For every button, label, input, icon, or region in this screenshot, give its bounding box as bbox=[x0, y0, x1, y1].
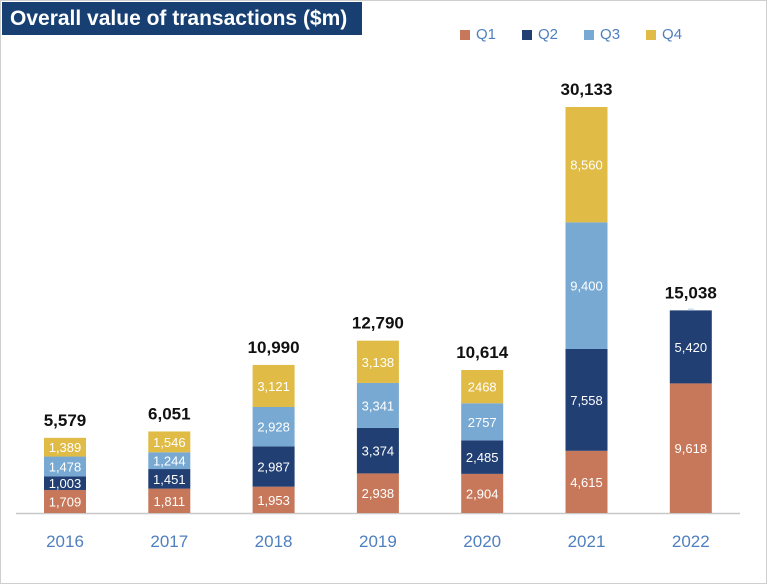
bar-segment-q1-2022 bbox=[669, 383, 712, 513]
data-label: 2,938 bbox=[362, 486, 395, 501]
data-label: 2757 bbox=[468, 415, 497, 430]
x-tick-label-2022: 2022 bbox=[672, 532, 710, 551]
legend-swatch-q2 bbox=[522, 29, 533, 40]
total-label-2020: 10,614 bbox=[456, 343, 509, 362]
data-label: 4,615 bbox=[570, 475, 603, 490]
data-label: 9,618 bbox=[675, 441, 708, 456]
data-label: 2468 bbox=[468, 380, 497, 395]
bar-segment-q3-2017 bbox=[148, 452, 191, 470]
bar-segment-q4-2021 bbox=[565, 107, 608, 223]
data-label: 1,811 bbox=[154, 494, 186, 509]
bar-segment-q1-2021 bbox=[565, 450, 608, 513]
bar-segment-q3-2018 bbox=[252, 406, 295, 447]
bar-segment-q4-2018 bbox=[252, 364, 295, 407]
bar-segment-q2-2017 bbox=[148, 469, 191, 489]
legend-item-q1: Q1 bbox=[460, 26, 496, 43]
data-label: 1,709 bbox=[49, 494, 82, 509]
data-label: 1,003 bbox=[49, 476, 82, 491]
total-label-2019: 12,790 bbox=[352, 314, 404, 333]
bar-segment-q3-2021 bbox=[565, 222, 608, 349]
legend-swatch-q4 bbox=[646, 29, 657, 40]
bar-segment-q1-2019 bbox=[356, 473, 399, 513]
bar-segment-q2-2021 bbox=[565, 348, 608, 451]
bar-segment-q3-2020 bbox=[461, 403, 504, 441]
bar-segment-q1-2020 bbox=[461, 473, 504, 513]
data-label: 1,389 bbox=[49, 440, 82, 455]
bar-segment-q2-2022 bbox=[669, 310, 712, 384]
bar-segment-q3-2016 bbox=[44, 456, 86, 477]
data-label: 5,420 bbox=[675, 340, 708, 355]
legend-label: Q1 bbox=[476, 26, 497, 43]
data-label: 2,485 bbox=[466, 450, 499, 465]
data-label: 2,987 bbox=[257, 460, 290, 475]
legend-item-q3: Q3 bbox=[584, 26, 620, 43]
bar-segment-q1-2016 bbox=[44, 489, 86, 513]
legend-swatch-q1 bbox=[460, 29, 470, 40]
legend-label: Q2 bbox=[538, 26, 559, 43]
x-tick-label-2018: 2018 bbox=[255, 532, 293, 551]
legend-label: Q4 bbox=[662, 26, 683, 43]
chart-legend: Q1 Q2 Q3 Q4 bbox=[460, 26, 708, 43]
bar-cap-2022 bbox=[687, 308, 694, 311]
x-tick-label-2021: 2021 bbox=[568, 532, 606, 551]
total-label-2017: 6,051 bbox=[148, 404, 191, 423]
bar-segment-q2-2019 bbox=[356, 427, 399, 474]
data-label: 3,374 bbox=[362, 444, 395, 459]
x-tick-label-2019: 2019 bbox=[359, 532, 397, 551]
data-label: 3,138 bbox=[362, 355, 395, 370]
bar-segment-q1-2018 bbox=[252, 486, 295, 513]
data-label: 1,451 bbox=[153, 472, 186, 487]
data-label: 3,121 bbox=[257, 379, 290, 394]
legend-item-q4: Q4 bbox=[646, 26, 682, 43]
total-label-2018: 10,990 bbox=[248, 338, 300, 357]
data-label: 2,904 bbox=[466, 486, 499, 501]
data-label: 7,558 bbox=[570, 393, 603, 408]
bar-segment-q4-2020 bbox=[461, 369, 504, 404]
data-label: 2,928 bbox=[257, 420, 290, 435]
data-label: 1,546 bbox=[153, 435, 186, 450]
x-tick-label-2020: 2020 bbox=[463, 532, 501, 551]
chart-title: Overall value of transactions ($m) bbox=[2, 2, 362, 35]
data-label: 9,400 bbox=[570, 279, 603, 294]
bar-segment-q4-2017 bbox=[148, 431, 191, 453]
data-label: 8,560 bbox=[570, 158, 603, 173]
bar-segment-q2-2018 bbox=[252, 446, 295, 487]
bar-segment-q2-2020 bbox=[461, 440, 504, 474]
bar-segment-q1-2017 bbox=[148, 488, 191, 513]
total-label-2022: 15,038 bbox=[665, 283, 717, 302]
data-label: 3,341 bbox=[362, 398, 395, 413]
legend-label: Q3 bbox=[600, 26, 621, 43]
total-label-2021: 30,133 bbox=[561, 80, 613, 99]
bar-segment-q2-2016 bbox=[44, 476, 86, 490]
data-label: 1,953 bbox=[257, 493, 290, 508]
legend-item-q2: Q2 bbox=[522, 26, 558, 43]
legend-swatch-q3 bbox=[584, 29, 595, 40]
bar-segment-q3-2019 bbox=[356, 382, 399, 428]
total-label-2016: 5,579 bbox=[44, 411, 87, 430]
data-label: 1,244 bbox=[153, 454, 186, 469]
x-tick-label-2017: 2017 bbox=[150, 532, 188, 551]
x-tick-label-2016: 2016 bbox=[46, 532, 84, 551]
bar-segment-q4-2016 bbox=[44, 437, 86, 457]
bar-segment-q4-2019 bbox=[356, 340, 399, 383]
data-label: 1,478 bbox=[49, 460, 82, 475]
